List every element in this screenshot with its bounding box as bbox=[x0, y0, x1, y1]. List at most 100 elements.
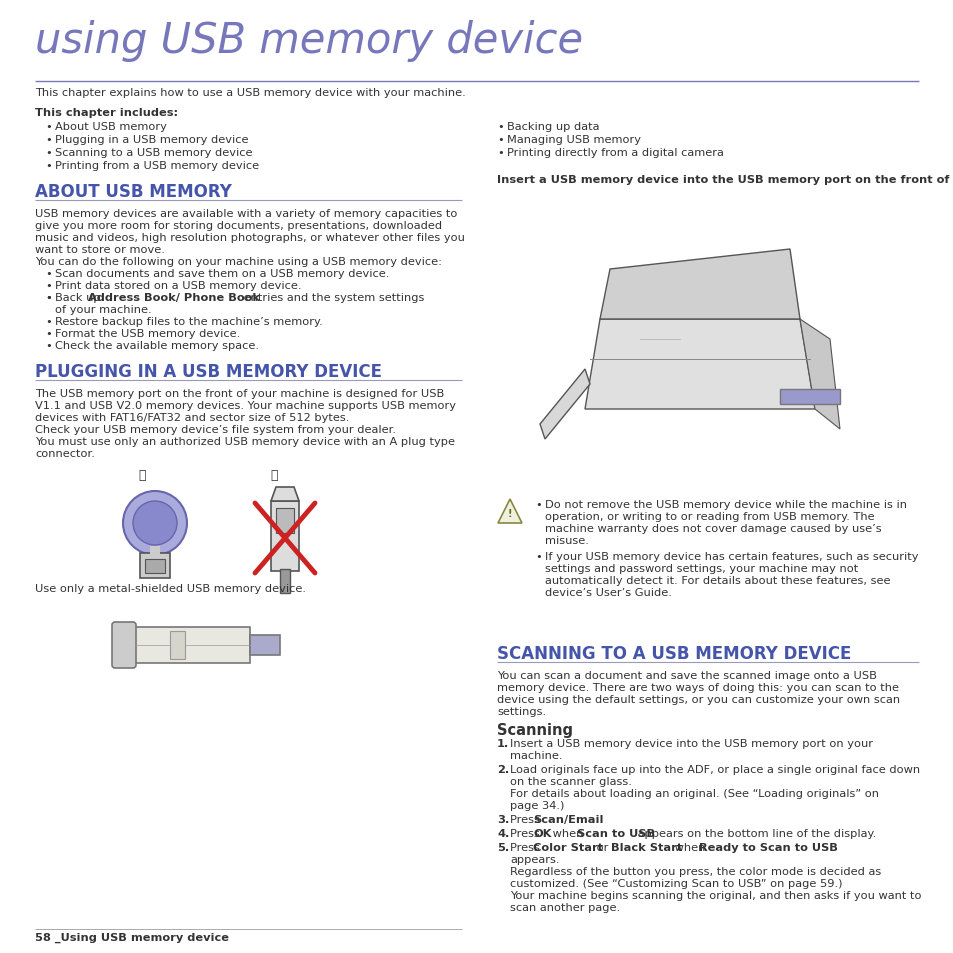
Text: Backing up data: Backing up data bbox=[506, 122, 598, 132]
Text: Printing from a USB memory device: Printing from a USB memory device bbox=[55, 161, 259, 171]
Text: Scan/Email: Scan/Email bbox=[533, 814, 603, 824]
Text: •: • bbox=[497, 148, 503, 158]
Text: device’s User’s Guide.: device’s User’s Guide. bbox=[544, 587, 671, 598]
Text: page 34.): page 34.) bbox=[510, 801, 564, 810]
Text: Insert a USB memory device into the USB memory port on the front of your machine: Insert a USB memory device into the USB … bbox=[497, 174, 953, 185]
Polygon shape bbox=[599, 250, 800, 319]
Text: appears on the bottom line of the display.: appears on the bottom line of the displa… bbox=[634, 828, 876, 838]
Text: You can do the following on your machine using a USB memory device:: You can do the following on your machine… bbox=[35, 256, 441, 267]
Polygon shape bbox=[497, 499, 521, 523]
Text: Color Start: Color Start bbox=[533, 842, 602, 852]
Bar bbox=[275, 509, 294, 534]
Text: Check your USB memory device’s file system from your dealer.: Check your USB memory device’s file syst… bbox=[35, 424, 395, 435]
Text: 5.: 5. bbox=[497, 842, 509, 852]
Text: device using the default settings, or you can customize your own scan: device using the default settings, or yo… bbox=[497, 695, 900, 704]
Text: This chapter includes:: This chapter includes: bbox=[35, 108, 178, 118]
Text: •: • bbox=[45, 269, 51, 278]
Text: music and videos, high resolution photographs, or whatever other files you: music and videos, high resolution photog… bbox=[35, 233, 464, 243]
Text: !: ! bbox=[507, 509, 512, 518]
Text: Restore backup files to the machine’s memory.: Restore backup files to the machine’s me… bbox=[55, 316, 322, 327]
FancyBboxPatch shape bbox=[112, 622, 136, 668]
Text: settings and password settings, your machine may not: settings and password settings, your mac… bbox=[544, 563, 858, 574]
Text: If your USB memory device has certain features, such as security: If your USB memory device has certain fe… bbox=[544, 552, 918, 561]
Text: Check the available memory space.: Check the available memory space. bbox=[55, 340, 258, 351]
Text: Ready to Scan to USB: Ready to Scan to USB bbox=[699, 842, 837, 852]
Bar bbox=[170, 631, 185, 659]
Text: PLUGGING IN A USB MEMORY DEVICE: PLUGGING IN A USB MEMORY DEVICE bbox=[35, 363, 381, 380]
Text: •: • bbox=[535, 552, 541, 561]
Text: machine warranty does not cover damage caused by use’s: machine warranty does not cover damage c… bbox=[544, 523, 881, 534]
Text: when: when bbox=[670, 842, 708, 852]
Text: •: • bbox=[497, 122, 503, 132]
Text: 4.: 4. bbox=[497, 828, 509, 838]
Bar bbox=[145, 559, 165, 574]
Text: Black Start: Black Start bbox=[610, 842, 681, 852]
Text: customized. (See “Customizing Scan to USB” on page 59.): customized. (See “Customizing Scan to US… bbox=[510, 878, 841, 888]
Text: •: • bbox=[45, 148, 51, 158]
Text: when: when bbox=[548, 828, 586, 838]
Text: Ⓐ: Ⓐ bbox=[138, 469, 146, 481]
Text: Scan documents and save them on a USB memory device.: Scan documents and save them on a USB me… bbox=[55, 269, 389, 278]
Text: appears.: appears. bbox=[510, 854, 558, 864]
Text: of your machine.: of your machine. bbox=[55, 305, 152, 314]
Text: Press: Press bbox=[510, 842, 543, 852]
Text: settings.: settings. bbox=[497, 706, 545, 717]
Text: automatically detect it. For details about these features, see: automatically detect it. For details abo… bbox=[544, 576, 889, 585]
Text: .: . bbox=[590, 814, 594, 824]
Text: using USB memory device: using USB memory device bbox=[35, 20, 582, 62]
Text: memory device. There are two ways of doing this: you can scan to the: memory device. There are two ways of doi… bbox=[497, 682, 898, 692]
Polygon shape bbox=[539, 370, 589, 439]
Text: •: • bbox=[45, 122, 51, 132]
Text: SCANNING TO A USB MEMORY DEVICE: SCANNING TO A USB MEMORY DEVICE bbox=[497, 644, 850, 662]
Text: Scanning to a USB memory device: Scanning to a USB memory device bbox=[55, 148, 253, 158]
Text: OK: OK bbox=[533, 828, 551, 838]
Text: •: • bbox=[45, 316, 51, 327]
Text: misuse.: misuse. bbox=[544, 536, 588, 545]
Text: •: • bbox=[45, 340, 51, 351]
Text: •: • bbox=[45, 293, 51, 303]
Text: You must use only an authorized USB memory device with an A plug type: You must use only an authorized USB memo… bbox=[35, 436, 455, 447]
Bar bbox=[150, 546, 160, 557]
Text: Back up: Back up bbox=[55, 293, 104, 303]
Text: For details about loading an original. (See “Loading originals” on: For details about loading an original. (… bbox=[510, 788, 878, 799]
Text: USB memory devices are available with a variety of memory capacities to: USB memory devices are available with a … bbox=[35, 209, 456, 219]
Text: Ⓑ: Ⓑ bbox=[270, 469, 277, 481]
Text: V1.1 and USB V2.0 memory devices. Your machine supports USB memory: V1.1 and USB V2.0 memory devices. Your m… bbox=[35, 400, 456, 411]
Text: •: • bbox=[45, 161, 51, 171]
Text: connector.: connector. bbox=[35, 449, 94, 458]
Polygon shape bbox=[780, 390, 840, 405]
Text: Press: Press bbox=[510, 828, 543, 838]
Text: ABOUT USB MEMORY: ABOUT USB MEMORY bbox=[35, 183, 232, 201]
Polygon shape bbox=[800, 319, 840, 430]
Text: 1.: 1. bbox=[497, 739, 509, 748]
Text: •: • bbox=[535, 499, 541, 510]
Bar bbox=[130, 627, 250, 663]
Text: •: • bbox=[45, 293, 51, 303]
Bar bbox=[250, 636, 280, 656]
Text: Address Book/ Phone Book: Address Book/ Phone Book bbox=[88, 293, 260, 303]
Text: About USB memory: About USB memory bbox=[55, 122, 167, 132]
Text: Load originals face up into the ADF, or place a single original face down: Load originals face up into the ADF, or … bbox=[510, 764, 919, 774]
Text: •: • bbox=[45, 135, 51, 145]
Bar bbox=[271, 501, 298, 572]
Text: Format the USB memory device.: Format the USB memory device. bbox=[55, 329, 240, 338]
Polygon shape bbox=[271, 488, 298, 501]
Text: give you more room for storing documents, presentations, downloaded: give you more room for storing documents… bbox=[35, 221, 441, 231]
Text: on the scanner glass.: on the scanner glass. bbox=[510, 776, 631, 786]
Text: Insert a USB memory device into the USB memory port on your: Insert a USB memory device into the USB … bbox=[510, 739, 872, 748]
Polygon shape bbox=[584, 319, 814, 410]
Bar bbox=[280, 569, 290, 594]
Circle shape bbox=[123, 492, 187, 556]
Text: Do not remove the USB memory device while the machine is in: Do not remove the USB memory device whil… bbox=[544, 499, 906, 510]
Text: Print data stored on a USB memory device.: Print data stored on a USB memory device… bbox=[55, 281, 301, 291]
Text: Scanning: Scanning bbox=[497, 722, 573, 738]
Text: devices with FAT16/FAT32 and sector size of 512 bytes.: devices with FAT16/FAT32 and sector size… bbox=[35, 413, 349, 422]
Text: The USB memory port on the front of your machine is designed for USB: The USB memory port on the front of your… bbox=[35, 389, 444, 398]
Text: 3.: 3. bbox=[497, 814, 509, 824]
Bar bbox=[140, 554, 170, 578]
Text: Press: Press bbox=[510, 814, 543, 824]
Text: You can scan a document and save the scanned image onto a USB: You can scan a document and save the sca… bbox=[497, 670, 876, 680]
Text: operation, or writing to or reading from USB memory. The: operation, or writing to or reading from… bbox=[544, 512, 874, 521]
Text: 2.: 2. bbox=[497, 764, 509, 774]
Text: scan another page.: scan another page. bbox=[510, 902, 619, 912]
